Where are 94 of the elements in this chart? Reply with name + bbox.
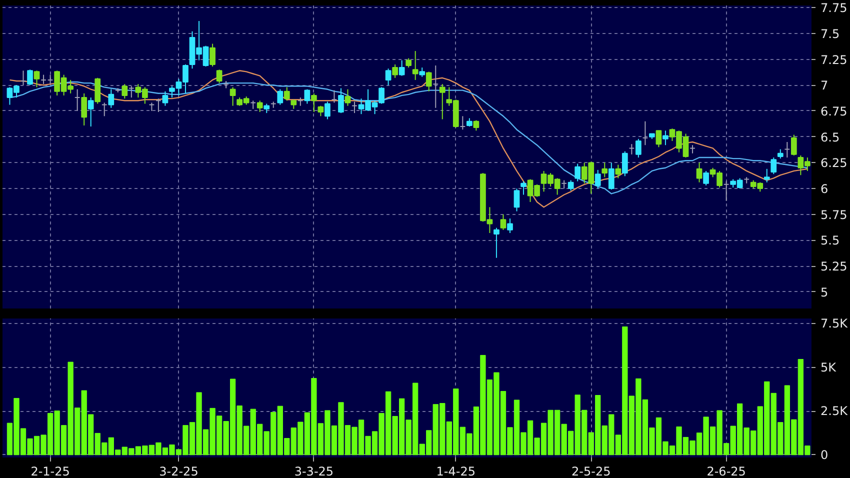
candlestick <box>419 67 426 78</box>
x-tick-label: 3-2-25 <box>159 464 198 478</box>
x-tick-label: 2-5-25 <box>572 464 611 478</box>
candlestick <box>81 92 88 126</box>
candlestick <box>703 170 709 186</box>
candlestick <box>494 227 500 258</box>
y-tick-label: 6.75 <box>820 104 848 118</box>
candlestick <box>47 74 54 85</box>
candlestick <box>304 88 310 104</box>
candlestick <box>311 92 317 113</box>
y-tick-label: 7.5K <box>820 316 849 331</box>
line-series <box>9 70 808 208</box>
y-tick-label: 2.5K <box>820 404 849 418</box>
candlestick <box>27 69 33 86</box>
candlestick <box>594 169 601 190</box>
candlestick <box>500 214 506 230</box>
candlestick <box>148 102 155 112</box>
candlestick <box>230 86 236 106</box>
x-tick-label: 1-4-25 <box>436 464 476 478</box>
candlestick <box>108 88 114 108</box>
candlestick <box>636 138 642 158</box>
candlestick <box>122 84 128 100</box>
candlestick <box>338 88 344 114</box>
candlestick <box>770 157 777 175</box>
candlestick <box>656 130 662 148</box>
candlestick <box>216 69 222 84</box>
candlestick <box>642 120 648 146</box>
y-tick-label: 6.25 <box>820 156 848 170</box>
candlestick <box>210 43 216 68</box>
candlestick <box>439 84 446 120</box>
candlestick <box>250 100 256 110</box>
candlestick <box>392 64 398 78</box>
candlestick <box>628 144 635 155</box>
candlestick <box>318 105 324 117</box>
candlestick <box>690 144 696 154</box>
candlestick <box>514 188 520 212</box>
candlestick <box>432 64 439 108</box>
candlestick <box>290 99 297 110</box>
candlestick <box>88 97 94 127</box>
candlestick <box>156 98 162 113</box>
candlestick <box>331 90 338 104</box>
y-tick-label: 5K <box>820 360 838 374</box>
y-tick-label: 0 <box>820 448 828 462</box>
candlestick <box>507 218 513 234</box>
candlestick <box>615 164 622 179</box>
candlestick <box>460 116 466 130</box>
candlestick <box>406 58 412 68</box>
candlestick <box>790 134 797 156</box>
y-tick-label: 7 <box>820 78 828 93</box>
y-tick-label: 5.75 <box>820 208 848 222</box>
candlestick <box>608 162 614 190</box>
x-tick-label: 2-1-25 <box>30 464 70 478</box>
candlestick <box>520 180 526 196</box>
y-tick-label: 5.5 <box>820 234 840 248</box>
y-tick-label: 7.5 <box>820 26 840 41</box>
candlestick <box>34 70 40 88</box>
y-tick-label: 5.25 <box>820 260 848 274</box>
candlestick <box>94 77 101 104</box>
candlestick <box>473 120 480 132</box>
candlestick <box>256 100 263 113</box>
candlestick <box>723 180 730 202</box>
candlestick <box>324 101 330 120</box>
candlestick <box>784 142 790 158</box>
y-tick-label: 7.25 <box>820 52 848 67</box>
y-tick-label: 6 <box>820 182 828 196</box>
candlestick <box>568 180 574 192</box>
candlestick <box>696 162 702 183</box>
candlestick <box>777 148 784 160</box>
x-tick-label: 3-3-25 <box>294 464 334 478</box>
candlestick <box>162 90 168 106</box>
candlestick <box>622 150 628 177</box>
y-tick-label: 5 <box>820 285 828 300</box>
candlestick <box>264 103 270 114</box>
candlestick <box>344 88 351 106</box>
candlestick <box>128 86 134 98</box>
candlestick <box>40 74 46 85</box>
candlestick <box>101 102 108 117</box>
candlestick <box>398 60 405 76</box>
candlestick <box>412 50 418 80</box>
candlestick <box>277 88 284 106</box>
candlestick <box>426 71 432 92</box>
candlestick <box>352 101 358 114</box>
candlestick <box>662 130 668 146</box>
candlestick <box>385 68 392 86</box>
candlestick <box>764 168 770 183</box>
y-tick-label: 6.5 <box>820 130 840 144</box>
y-tick-label: 7.75 <box>820 1 848 16</box>
candlestick <box>574 163 581 182</box>
x-tick-label: 2-6-25 <box>706 464 746 478</box>
candlestick <box>20 70 26 86</box>
candlestick <box>284 86 290 102</box>
candlestick <box>297 97 304 106</box>
candlestick <box>74 88 80 112</box>
candlestick <box>602 162 608 178</box>
